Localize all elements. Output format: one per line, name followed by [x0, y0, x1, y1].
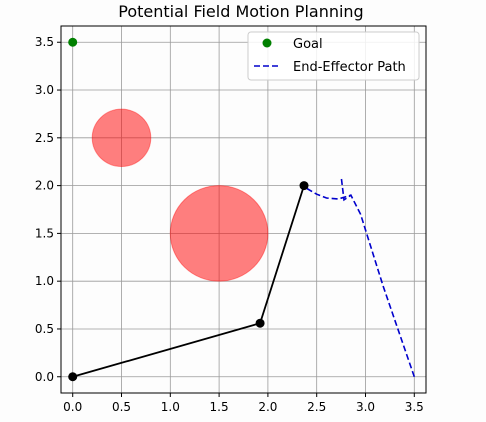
x-tick-label-1: 0.5 [112, 400, 131, 414]
end-effector-path [340, 175, 416, 378]
path-layer [306, 175, 416, 378]
axes-frame-rect [60, 25, 427, 394]
arm-joint-1 [255, 318, 265, 328]
legend-box [247, 31, 420, 81]
legend-path-label: End-Effector Path [293, 60, 406, 75]
x-tick-label-5: 2.5 [307, 400, 326, 414]
y-tick-label-4: 2.0 [35, 179, 54, 193]
axes-frame [60, 25, 427, 394]
y-tick-label-1: 0.5 [35, 322, 54, 336]
obstacle-circle-1 [91, 108, 152, 167]
x-tick-label-2: 1.0 [161, 400, 180, 414]
y-tick-label-5: 2.5 [35, 131, 54, 145]
y-tick-label-3: 1.5 [35, 226, 54, 240]
arm-joint-0 [68, 372, 78, 382]
end-effector-path-trail [306, 187, 352, 200]
arm-joint-2 [299, 181, 309, 191]
x-tick-label-6: 3.0 [356, 400, 375, 414]
legend: Goal End-Effector Path [247, 31, 420, 81]
chart-title: Potential Field Motion Planning [118, 2, 363, 21]
grid-lines [61, 26, 426, 393]
y-tick-label-6: 3.0 [35, 83, 54, 97]
x-tick-label-3: 1.5 [210, 400, 229, 414]
legend-goal-label: Goal [293, 37, 323, 52]
obstacles-layer [68, 37, 269, 282]
x-tick-label-7: 3.5 [405, 400, 424, 414]
obstacle-circle-2 [169, 185, 269, 282]
arm-layer [68, 181, 309, 382]
y-tick-label-2: 1.0 [35, 274, 54, 288]
legend-goal-marker [262, 38, 272, 48]
x-tick-label-4: 2.0 [258, 400, 277, 414]
y-tick-label-0: 0.0 [35, 370, 54, 384]
y-tick-label-7: 3.5 [35, 35, 54, 49]
goal-marker [68, 37, 78, 47]
tick-labels: 0.0 0.5 1.0 1.5 2.0 2.5 3.0 3.5 0.0 0.5 1.0 1.5 2.0 2… [35, 35, 424, 414]
x-tick-label-0: 0.0 [63, 400, 82, 414]
